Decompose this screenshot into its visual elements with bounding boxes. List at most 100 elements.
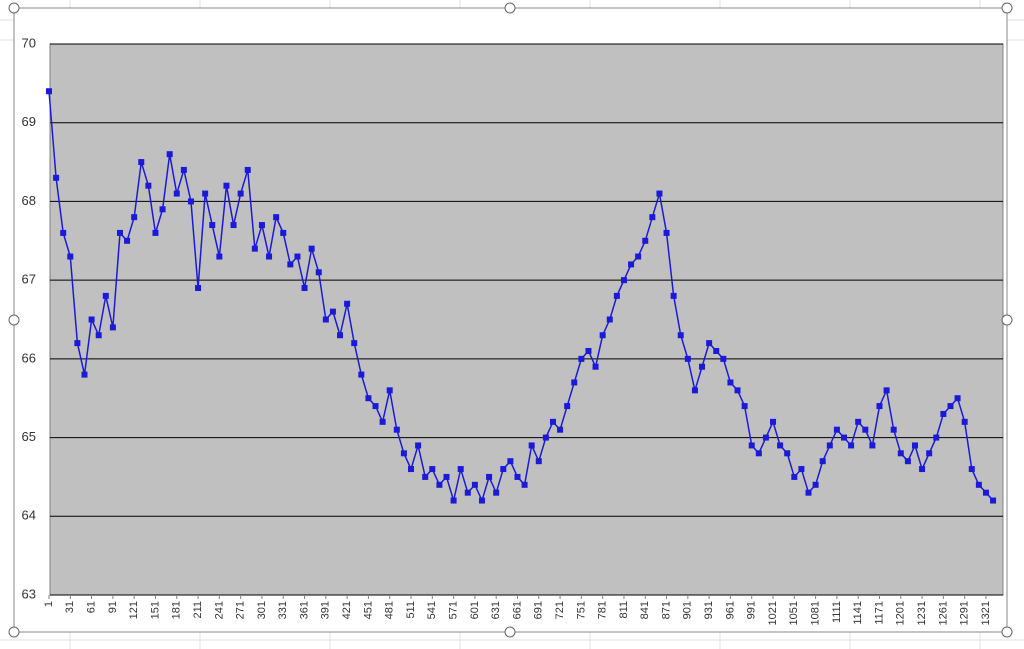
x-tick-label: 31 — [64, 601, 76, 613]
x-tick-label: 391 — [320, 601, 332, 619]
marker — [159, 206, 166, 213]
marker — [620, 277, 627, 284]
marker — [464, 489, 471, 496]
marker — [727, 379, 734, 386]
marker — [635, 253, 642, 260]
marker — [670, 292, 677, 299]
marker — [947, 403, 954, 410]
x-tick-label: 1261 — [937, 601, 949, 625]
y-tick-label: 64 — [22, 508, 36, 523]
x-tick-label: 1111 — [831, 601, 843, 623]
marker — [202, 190, 209, 197]
marker — [230, 222, 237, 229]
marker — [713, 347, 720, 354]
x-tick-label: 871 — [660, 601, 672, 619]
marker — [351, 340, 358, 347]
marker — [691, 387, 698, 394]
marker — [542, 434, 549, 441]
marker — [975, 481, 982, 488]
marker — [365, 395, 372, 402]
marker — [415, 442, 422, 449]
x-tick-label: 961 — [724, 601, 736, 619]
marker — [656, 190, 663, 197]
marker — [187, 198, 194, 205]
marker — [734, 387, 741, 394]
marker — [535, 458, 542, 465]
marker — [982, 489, 989, 496]
y-tick-label: 65 — [22, 429, 36, 444]
marker — [926, 450, 933, 457]
marker — [940, 410, 947, 417]
marker — [812, 481, 819, 488]
marker — [301, 285, 308, 292]
marker — [684, 355, 691, 362]
marker — [266, 253, 273, 260]
marker — [244, 166, 251, 173]
marker — [46, 88, 52, 95]
marker — [81, 371, 88, 378]
y-tick-label: 67 — [22, 272, 36, 287]
x-tick-label: 841 — [639, 601, 651, 619]
x-tick-label: 541 — [426, 601, 438, 619]
marker — [216, 253, 223, 260]
x-tick-label: 571 — [448, 601, 460, 619]
marker — [145, 182, 152, 189]
y-tick-label: 68 — [22, 193, 36, 208]
marker — [741, 403, 748, 410]
marker — [628, 261, 635, 268]
marker — [393, 426, 400, 433]
marker — [819, 458, 826, 465]
marker — [386, 387, 393, 394]
marker — [883, 387, 890, 394]
x-tick-label: 451 — [362, 601, 374, 619]
marker — [549, 418, 556, 425]
y-tick-label: 69 — [22, 114, 36, 129]
handles — [8, 2, 1013, 638]
marker — [379, 418, 386, 425]
x-tick-label: 241 — [213, 601, 225, 619]
x-tick-label: 1201 — [895, 601, 907, 625]
marker — [706, 340, 713, 347]
marker — [116, 229, 123, 236]
x-tick-label: 931 — [703, 601, 715, 619]
marker — [95, 332, 102, 339]
marker — [911, 442, 918, 449]
x-tick-label: 421 — [341, 601, 353, 619]
plot-area — [49, 43, 1004, 596]
marker — [663, 229, 670, 236]
x-tick-label: 211 — [192, 601, 204, 619]
marker — [287, 261, 294, 268]
marker — [486, 473, 493, 480]
marker — [53, 174, 60, 181]
marker — [571, 379, 578, 386]
marker — [826, 442, 833, 449]
x-tick-label: 181 — [171, 601, 183, 619]
x-tick-label: 91 — [107, 601, 119, 613]
marker — [855, 418, 862, 425]
marker — [195, 285, 202, 292]
marker — [131, 214, 138, 221]
x-tick-label: 301 — [256, 601, 268, 619]
marker — [273, 214, 280, 221]
marker — [294, 253, 301, 260]
marker — [564, 403, 571, 410]
x-tick-label: 811 — [618, 601, 630, 619]
marker — [514, 473, 521, 480]
x-tick-label: 1 — [43, 601, 55, 607]
x-tick-label: 61 — [85, 601, 97, 613]
marker — [968, 466, 975, 473]
x-tick-label: 631 — [490, 601, 502, 619]
marker — [699, 363, 706, 370]
marker — [876, 403, 883, 410]
x-tick-label: 1021 — [767, 601, 779, 625]
marker — [60, 229, 67, 236]
marker — [961, 418, 968, 425]
marker — [507, 458, 514, 465]
marker — [237, 190, 244, 197]
marker — [329, 308, 336, 315]
x-tick-label: 661 — [511, 601, 523, 619]
marker — [933, 434, 940, 441]
marker — [251, 245, 258, 252]
marker — [166, 151, 173, 158]
marker — [109, 324, 116, 331]
